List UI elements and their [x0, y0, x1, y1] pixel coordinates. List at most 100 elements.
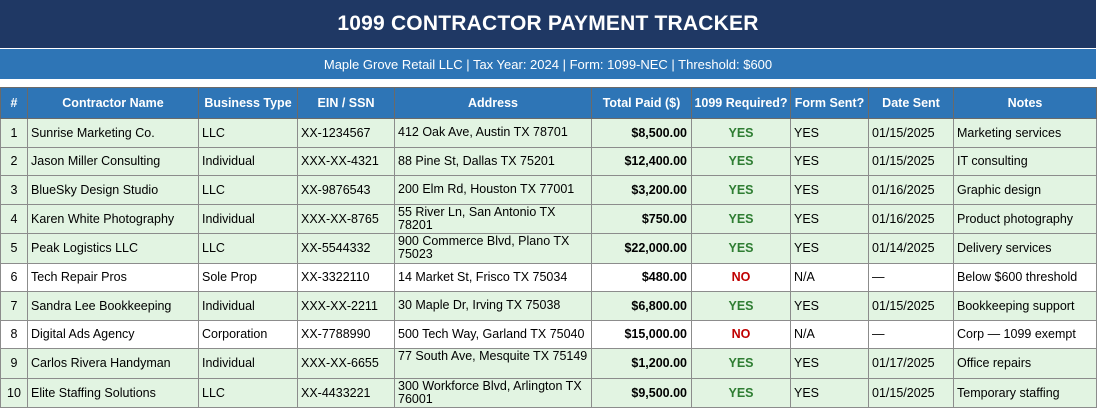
cell-total-paid[interactable]: $6,800.00 — [591, 291, 692, 321]
cell-total-paid[interactable]: $22,000.00 — [591, 233, 692, 264]
column-header-notes[interactable]: Notes — [953, 87, 1097, 119]
cell-address[interactable]: 30 Maple Dr, Irving TX 75038 — [394, 291, 592, 321]
cell-date-sent[interactable]: — — [868, 319, 954, 349]
cell-1099-required[interactable]: YES — [691, 377, 791, 408]
cell-notes[interactable]: Temporary staffing — [953, 377, 1097, 408]
cell-total-paid[interactable]: $15,000.00 — [591, 319, 692, 349]
cell-form-sent[interactable]: YES — [790, 175, 869, 205]
cell-notes[interactable]: Graphic design — [953, 175, 1097, 205]
cell-ein-ssn[interactable]: XXX-XX-2211 — [297, 291, 395, 321]
cell-form-sent[interactable]: YES — [790, 203, 869, 234]
cell-date-sent[interactable]: 01/15/2025 — [868, 291, 954, 321]
cell-address[interactable]: 900 Commerce Blvd, Plano TX 75023 — [394, 233, 592, 264]
cell-contractor-name[interactable]: BlueSky Design Studio — [27, 175, 199, 205]
cell-ein-ssn[interactable]: XXX-XX-6655 — [297, 348, 395, 379]
cell-address[interactable]: 77 South Ave, Mesquite TX 75149 — [394, 348, 592, 379]
cell-notes[interactable]: Bookkeeping support — [953, 291, 1097, 321]
cell-address[interactable]: 88 Pine St, Dallas TX 75201 — [394, 146, 592, 176]
column-header-address[interactable]: Address — [394, 87, 592, 119]
cell-form-sent[interactable]: N/A — [790, 262, 869, 292]
column-header-business-type[interactable]: Business Type — [198, 87, 298, 119]
column-header-date-sent[interactable]: Date Sent — [868, 87, 954, 119]
cell-ein-ssn[interactable]: XX-9876543 — [297, 175, 395, 205]
cell-contractor-name[interactable]: Digital Ads Agency — [27, 319, 199, 349]
cell-notes[interactable]: Product photography — [953, 203, 1097, 234]
cell-number[interactable]: 9 — [0, 348, 28, 379]
cell-notes[interactable]: Marketing services — [953, 118, 1097, 148]
column-header-ein-ssn[interactable]: EIN / SSN — [297, 87, 395, 119]
cell-number[interactable]: 8 — [0, 319, 28, 349]
cell-business-type[interactable]: Individual — [198, 348, 298, 379]
cell-address[interactable]: 55 River Ln, San Antonio TX 78201 — [394, 203, 592, 234]
column-header-1099-required[interactable]: 1099 Required? — [691, 87, 791, 119]
column-header-number[interactable]: # — [0, 87, 28, 119]
cell-notes[interactable]: Office repairs — [953, 348, 1097, 379]
cell-ein-ssn[interactable]: XX-1234567 — [297, 118, 395, 148]
cell-date-sent[interactable]: 01/15/2025 — [868, 118, 954, 148]
cell-ein-ssn[interactable]: XX-5544332 — [297, 233, 395, 264]
cell-contractor-name[interactable]: Carlos Rivera Handyman — [27, 348, 199, 379]
cell-business-type[interactable]: Individual — [198, 146, 298, 176]
cell-business-type[interactable]: LLC — [198, 377, 298, 408]
cell-contractor-name[interactable]: Tech Repair Pros — [27, 262, 199, 292]
cell-contractor-name[interactable]: Peak Logistics LLC — [27, 233, 199, 264]
cell-number[interactable]: 4 — [0, 203, 28, 234]
cell-1099-required[interactable]: NO — [691, 262, 791, 292]
cell-number[interactable]: 2 — [0, 146, 28, 176]
cell-notes[interactable]: Corp — 1099 exempt — [953, 319, 1097, 349]
cell-number[interactable]: 3 — [0, 175, 28, 205]
cell-1099-required[interactable]: YES — [691, 175, 791, 205]
cell-total-paid[interactable]: $8,500.00 — [591, 118, 692, 148]
cell-1099-required[interactable]: YES — [691, 203, 791, 234]
cell-form-sent[interactable]: N/A — [790, 319, 869, 349]
cell-business-type[interactable]: LLC — [198, 118, 298, 148]
cell-business-type[interactable]: LLC — [198, 233, 298, 264]
cell-business-type[interactable]: LLC — [198, 175, 298, 205]
cell-contractor-name[interactable]: Elite Staffing Solutions — [27, 377, 199, 408]
cell-total-paid[interactable]: $9,500.00 — [591, 377, 692, 408]
column-header-contractor-name[interactable]: Contractor Name — [27, 87, 199, 119]
cell-1099-required[interactable]: YES — [691, 348, 791, 379]
cell-number[interactable]: 1 — [0, 118, 28, 148]
cell-1099-required[interactable]: YES — [691, 233, 791, 264]
cell-contractor-name[interactable]: Karen White Photography — [27, 203, 199, 234]
column-header-form-sent[interactable]: Form Sent? — [790, 87, 869, 119]
cell-contractor-name[interactable]: Jason Miller Consulting — [27, 146, 199, 176]
cell-form-sent[interactable]: YES — [790, 348, 869, 379]
cell-date-sent[interactable]: 01/15/2025 — [868, 377, 954, 408]
cell-form-sent[interactable]: YES — [790, 118, 869, 148]
cell-form-sent[interactable]: YES — [790, 377, 869, 408]
cell-number[interactable]: 10 — [0, 377, 28, 408]
cell-form-sent[interactable]: YES — [790, 146, 869, 176]
cell-business-type[interactable]: Corporation — [198, 319, 298, 349]
cell-1099-required[interactable]: NO — [691, 319, 791, 349]
cell-ein-ssn[interactable]: XXX-XX-4321 — [297, 146, 395, 176]
cell-business-type[interactable]: Sole Prop — [198, 262, 298, 292]
cell-notes[interactable]: Below $600 threshold — [953, 262, 1097, 292]
cell-1099-required[interactable]: YES — [691, 291, 791, 321]
cell-1099-required[interactable]: YES — [691, 146, 791, 176]
cell-date-sent[interactable]: — — [868, 262, 954, 292]
cell-business-type[interactable]: Individual — [198, 291, 298, 321]
column-header-total-paid[interactable]: Total Paid ($) — [591, 87, 692, 119]
cell-date-sent[interactable]: 01/15/2025 — [868, 146, 954, 176]
cell-ein-ssn[interactable]: XX-4433221 — [297, 377, 395, 408]
cell-ein-ssn[interactable]: XX-7788990 — [297, 319, 395, 349]
cell-total-paid[interactable]: $480.00 — [591, 262, 692, 292]
cell-total-paid[interactable]: $750.00 — [591, 203, 692, 234]
cell-contractor-name[interactable]: Sunrise Marketing Co. — [27, 118, 199, 148]
cell-notes[interactable]: IT consulting — [953, 146, 1097, 176]
cell-notes[interactable]: Delivery services — [953, 233, 1097, 264]
cell-date-sent[interactable]: 01/16/2025 — [868, 175, 954, 205]
cell-form-sent[interactable]: YES — [790, 233, 869, 264]
sheet-title[interactable]: 1099 CONTRACTOR PAYMENT TRACKER — [0, 0, 1096, 48]
cell-form-sent[interactable]: YES — [790, 291, 869, 321]
cell-date-sent[interactable]: 01/14/2025 — [868, 233, 954, 264]
cell-address[interactable]: 500 Tech Way, Garland TX 75040 — [394, 319, 592, 349]
cell-address[interactable]: 200 Elm Rd, Houston TX 77001 — [394, 175, 592, 205]
cell-ein-ssn[interactable]: XX-3322110 — [297, 262, 395, 292]
sheet-subtitle[interactable]: Maple Grove Retail LLC | Tax Year: 2024 … — [0, 49, 1096, 79]
cell-total-paid[interactable]: $1,200.00 — [591, 348, 692, 379]
cell-date-sent[interactable]: 01/16/2025 — [868, 203, 954, 234]
cell-ein-ssn[interactable]: XXX-XX-8765 — [297, 203, 395, 234]
